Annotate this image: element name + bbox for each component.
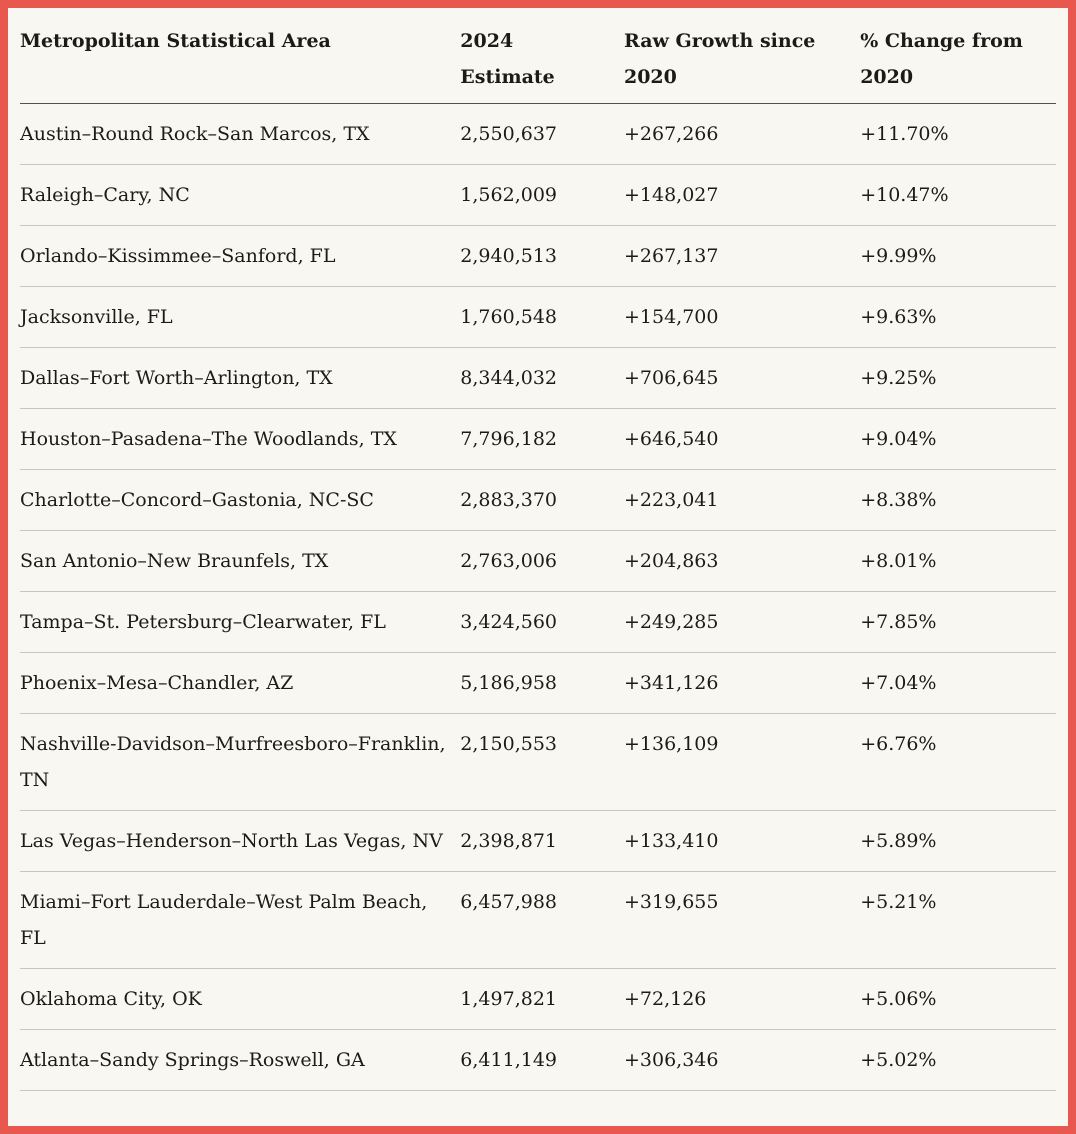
raw-growth-cell: +72,126 xyxy=(623,968,861,1030)
msa-name-cell: Raleigh–Cary, NC xyxy=(20,164,461,226)
msa-growth-table: Metropolitan Statistical Area 2024 Estima… xyxy=(20,8,1056,1091)
pct-change-cell: +11.70% xyxy=(860,103,1056,165)
raw-growth-cell: +249,285 xyxy=(623,591,861,653)
pct-change-cell: +10.47% xyxy=(860,164,1056,226)
raw-growth-cell: +267,137 xyxy=(623,225,861,287)
pct-change-cell: +8.01% xyxy=(860,530,1056,592)
pct-change-cell: +5.06% xyxy=(860,968,1056,1030)
table-row: Nashville-Davidson–Murfreesboro–Franklin… xyxy=(20,713,1056,811)
table-row: Orlando–Kissimmee–Sanford, FL 2,940,513 +2… xyxy=(20,225,1056,287)
table-row: Charlotte–Concord–Gastonia, NC-SC 2,883,3… xyxy=(20,469,1056,531)
estimate-cell: 1,497,821 xyxy=(460,968,624,1030)
estimate-cell: 5,186,958 xyxy=(460,652,624,714)
pct-change-cell: +5.89% xyxy=(860,810,1056,872)
table-row: Phoenix–Mesa–Chandler, AZ 5,186,958 +341,1… xyxy=(20,652,1056,714)
estimate-cell: 6,411,149 xyxy=(460,1029,624,1091)
table-row: San Antonio–New Braunfels, TX 2,763,006 +2… xyxy=(20,530,1056,592)
msa-name-cell: Nashville-Davidson–Murfreesboro–Franklin… xyxy=(20,713,461,811)
table-body: Austin–Round Rock–San Marcos, TX 2,550,63… xyxy=(20,103,1056,1091)
raw-growth-cell: +319,655 xyxy=(623,871,861,969)
table-row: Dallas–Fort Worth–Arlington, TX 8,344,032… xyxy=(20,347,1056,409)
pct-change-cell: +9.63% xyxy=(860,286,1056,348)
raw-growth-cell: +223,041 xyxy=(623,469,861,531)
table-row: Atlanta–Sandy Springs–Roswell, GA 6,411,1… xyxy=(20,1029,1056,1091)
estimate-cell: 7,796,182 xyxy=(460,408,624,470)
column-header: Metropolitan Statistical Area xyxy=(20,8,461,104)
pct-change-cell: +9.99% xyxy=(860,225,1056,287)
pct-change-cell: +5.21% xyxy=(860,871,1056,969)
msa-name-cell: Austin–Round Rock–San Marcos, TX xyxy=(20,103,461,165)
raw-growth-cell: +148,027 xyxy=(623,164,861,226)
table-row: Oklahoma City, OK 1,497,821 +72,126 +5.06% xyxy=(20,968,1056,1030)
msa-name-cell: Jacksonville, FL xyxy=(20,286,461,348)
pct-change-cell: +9.04% xyxy=(860,408,1056,470)
estimate-cell: 1,562,009 xyxy=(460,164,624,226)
table-row: Raleigh–Cary, NC 1,562,009 +148,027 +10.47% xyxy=(20,164,1056,226)
estimate-cell: 2,763,006 xyxy=(460,530,624,592)
msa-name-cell: San Antonio–New Braunfels, TX xyxy=(20,530,461,592)
raw-growth-cell: +341,126 xyxy=(623,652,861,714)
pct-change-cell: +6.76% xyxy=(860,713,1056,811)
estimate-cell: 2,398,871 xyxy=(460,810,624,872)
column-header: Raw Growth since 2020 xyxy=(623,8,861,104)
raw-growth-cell: +306,346 xyxy=(623,1029,861,1091)
pct-change-cell: +7.04% xyxy=(860,652,1056,714)
raw-growth-cell: +133,410 xyxy=(623,810,861,872)
raw-growth-cell: +706,645 xyxy=(623,347,861,409)
raw-growth-cell: +204,863 xyxy=(623,530,861,592)
msa-name-cell: Oklahoma City, OK xyxy=(20,968,461,1030)
estimate-cell: 2,940,513 xyxy=(460,225,624,287)
table-row: Miami–Fort Lauderdale–West Palm Beach, F… xyxy=(20,871,1056,969)
estimate-cell: 6,457,988 xyxy=(460,871,624,969)
table-row: Houston–Pasadena–The Woodlands, TX 7,796,… xyxy=(20,408,1056,470)
msa-name-cell: Las Vegas–Henderson–North Las Vegas, NV xyxy=(20,810,461,872)
msa-name-cell: Orlando–Kissimmee–Sanford, FL xyxy=(20,225,461,287)
table-row: Austin–Round Rock–San Marcos, TX 2,550,63… xyxy=(20,103,1056,165)
msa-name-cell: Atlanta–Sandy Springs–Roswell, GA xyxy=(20,1029,461,1091)
estimate-cell: 2,550,637 xyxy=(460,103,624,165)
raw-growth-cell: +136,109 xyxy=(623,713,861,811)
msa-name-cell: Tampa–St. Petersburg–Clearwater, FL xyxy=(20,591,461,653)
raw-growth-cell: +154,700 xyxy=(623,286,861,348)
pct-change-cell: +5.02% xyxy=(860,1029,1056,1091)
pct-change-cell: +7.85% xyxy=(860,591,1056,653)
column-header: 2024 Estimate xyxy=(460,8,624,104)
msa-name-cell: Houston–Pasadena–The Woodlands, TX xyxy=(20,408,461,470)
raw-growth-cell: +646,540 xyxy=(623,408,861,470)
pct-change-cell: +8.38% xyxy=(860,469,1056,531)
msa-name-cell: Miami–Fort Lauderdale–West Palm Beach, F… xyxy=(20,871,461,969)
table-row: Tampa–St. Petersburg–Clearwater, FL 3,424… xyxy=(20,591,1056,653)
table-row: Jacksonville, FL 1,760,548 +154,700 +9.63% xyxy=(20,286,1056,348)
estimate-cell: 8,344,032 xyxy=(460,347,624,409)
estimate-cell: 2,883,370 xyxy=(460,469,624,531)
table-row: Las Vegas–Henderson–North Las Vegas, NV 2… xyxy=(20,810,1056,872)
msa-name-cell: Charlotte–Concord–Gastonia, NC-SC xyxy=(20,469,461,531)
estimate-cell: 3,424,560 xyxy=(460,591,624,653)
raw-growth-cell: +267,266 xyxy=(623,103,861,165)
pct-change-cell: +9.25% xyxy=(860,347,1056,409)
estimate-cell: 2,150,553 xyxy=(460,713,624,811)
msa-name-cell: Dallas–Fort Worth–Arlington, TX xyxy=(20,347,461,409)
estimate-cell: 1,760,548 xyxy=(460,286,624,348)
column-header: % Change from 2020 xyxy=(860,8,1056,104)
msa-name-cell: Phoenix–Mesa–Chandler, AZ xyxy=(20,652,461,714)
header-row: Metropolitan Statistical Area 2024 Estima… xyxy=(20,8,1056,104)
